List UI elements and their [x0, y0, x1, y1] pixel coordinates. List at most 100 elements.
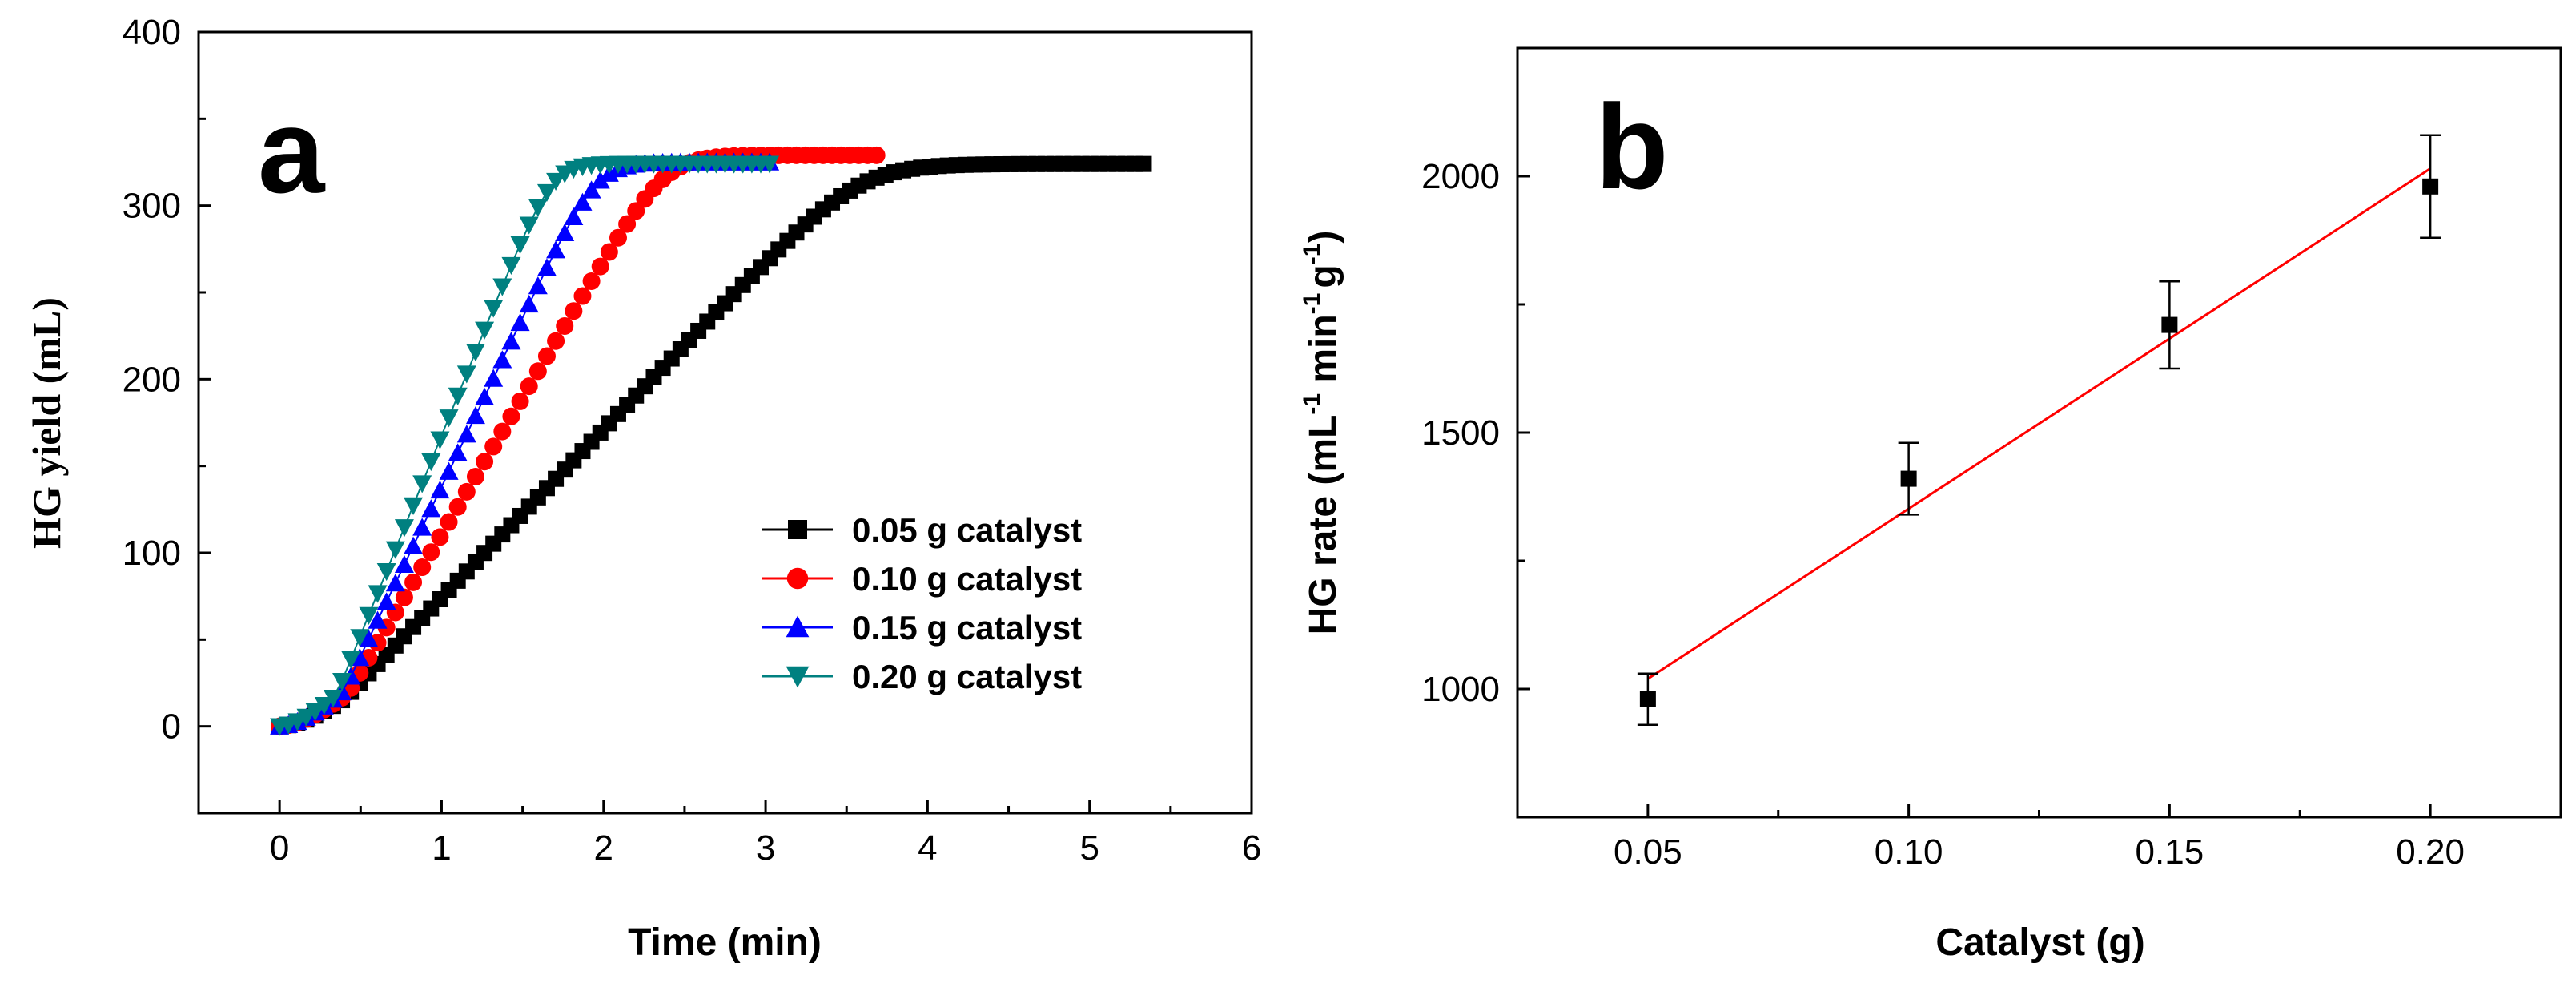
y-title-sup-1: -1: [1299, 393, 1325, 415]
y-tick-label-b: 1000: [1421, 670, 1500, 709]
panel-label-b: b: [1595, 79, 1669, 214]
data-point-a-2: [492, 350, 512, 369]
x-tick-label-a: 4: [918, 828, 937, 868]
series-line-a-2: [279, 161, 770, 727]
data-point-a-2: [555, 223, 575, 242]
data-point-a-3: [350, 629, 370, 647]
data-point-a-2: [350, 648, 370, 667]
data-point-a-1: [528, 362, 547, 381]
data-point-a-2: [475, 387, 495, 405]
data-point-a-1: [476, 453, 494, 471]
data-point-a-2: [564, 207, 584, 225]
data-point-a-3: [519, 216, 539, 235]
data-point-b: [1639, 691, 1656, 707]
data-point-a-3: [430, 431, 450, 449]
legend-a: 0.05 g catalyst 0.10 g catalyst 0.15 g cat…: [762, 511, 1082, 695]
y-title-part-end: ): [1302, 231, 1344, 244]
x-tick-label-b: 0.10: [1875, 832, 1943, 872]
data-point-a-3: [314, 696, 334, 715]
y-title-part-min: min: [1302, 314, 1344, 393]
data-point-a-1: [431, 528, 449, 546]
data-point-a-1: [618, 215, 637, 233]
x-tick-label-a: 6: [1242, 828, 1261, 868]
y-tick-label-a: 300: [123, 187, 181, 226]
data-point-a-1: [609, 228, 627, 247]
data-point-a-2: [510, 312, 530, 332]
data-point-a-3: [341, 651, 361, 669]
data-point-a-3: [305, 703, 325, 722]
data-point-a-1: [493, 422, 512, 441]
x-tick-label-b: 0.05: [1614, 832, 1682, 872]
x-tick-label-b: 0.20: [2396, 832, 2465, 872]
data-point-a-2: [590, 171, 610, 189]
y-tick-label-a: 200: [123, 360, 181, 399]
data-point-a-1: [395, 588, 413, 606]
data-point-b: [2161, 316, 2178, 333]
x-tick-label-a: 3: [756, 828, 775, 868]
series-a: [270, 146, 1152, 736]
data-point-a-2: [484, 369, 504, 387]
data-point-a-1: [547, 332, 565, 350]
x-tick-label-a: 0: [270, 828, 289, 868]
data-point-a-3: [492, 278, 512, 296]
y-tick-label-a: 0: [162, 707, 181, 747]
data-point-a-3: [536, 183, 557, 203]
data-point-a-3: [528, 199, 548, 217]
data-point-a-2: [412, 518, 432, 536]
data-point-a-3: [394, 519, 414, 538]
data-point-a-2: [528, 276, 548, 295]
data-point-a-1: [556, 316, 574, 335]
y-tick-label-b: 1500: [1421, 413, 1500, 453]
data-point-a-2: [394, 554, 414, 574]
y-title-sup-2: -1: [1299, 293, 1325, 315]
data-point-a-1: [573, 287, 592, 305]
data-point-a-1: [413, 558, 432, 577]
x-tick-label-a: 2: [594, 828, 613, 868]
y-axis-title-a: HG yield (mL): [24, 297, 69, 549]
y-tick-label-a: 100: [123, 534, 181, 573]
legend-marker: [786, 666, 810, 688]
series-b: [1637, 134, 2441, 727]
fit-line-b: [1647, 167, 2431, 680]
data-point-a-1: [565, 302, 583, 320]
data-point-a-3: [323, 689, 343, 708]
data-point-a-1: [502, 407, 520, 425]
plot-frame-b: [1516, 46, 2562, 819]
y-title-part-g: g: [1302, 264, 1344, 288]
legend-marker: [788, 520, 807, 539]
data-point-a-3: [368, 585, 388, 603]
data-point-b: [1900, 470, 1917, 487]
data-point-a-2: [519, 294, 539, 313]
data-point-a-1: [440, 513, 458, 531]
data-point-a-3: [456, 365, 476, 384]
data-point-a-3: [332, 673, 352, 691]
data-point-a-1: [422, 543, 440, 562]
data-point-a-1: [867, 146, 886, 164]
data-point-a-3: [448, 387, 468, 405]
data-point-a-2: [573, 192, 593, 211]
legend-label: 0.20 g catalyst: [852, 658, 1082, 695]
data-point-a-1: [600, 243, 618, 261]
panel-b: 0.05 0.10 0.15 0.20 1000 1500 2000 b Catalyst …: [1299, 46, 2562, 964]
data-point-a-1: [448, 498, 467, 516]
axis-ticks-a: 0 1 2 3 4 5 6 0 100 200 300 400: [123, 13, 1262, 868]
x-tick-label-a: 5: [1079, 828, 1099, 868]
data-point-a-3: [501, 256, 521, 276]
data-point-a-2: [546, 240, 566, 259]
series-line-a-3: [279, 163, 770, 727]
data-point-a-3: [376, 562, 396, 582]
x-tick-label-a: 1: [432, 828, 451, 868]
data-point-a-2: [448, 443, 468, 461]
data-point-a-1: [520, 377, 538, 396]
y-axis-title-b: HG rate (mL-1 min-1g-1): [1299, 231, 1344, 635]
data-point-a-2: [581, 180, 601, 199]
panel-a: 0 1 2 3 4 5 6 0 100 200 300 400 a Time (min) HG yie…: [24, 13, 1261, 964]
data-point-a-1: [591, 257, 609, 276]
data-point-a-3: [760, 155, 780, 174]
data-point-a-3: [510, 236, 530, 255]
data-point-a-1: [537, 347, 556, 365]
data-point-a-3: [359, 606, 379, 625]
data-point-a-3: [439, 409, 459, 428]
data-point-a-2: [376, 592, 396, 610]
